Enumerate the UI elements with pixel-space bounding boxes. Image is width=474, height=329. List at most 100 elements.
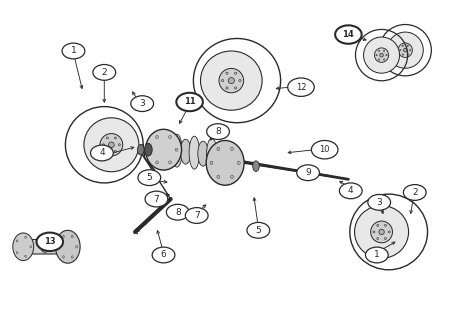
Circle shape [152,247,175,263]
Ellipse shape [398,43,412,57]
Ellipse shape [118,144,120,146]
Ellipse shape [253,161,259,171]
Ellipse shape [378,59,380,60]
Text: 2: 2 [412,188,418,197]
Ellipse shape [109,142,114,147]
Text: 8: 8 [175,208,181,217]
Ellipse shape [155,136,158,139]
Circle shape [138,170,161,186]
Circle shape [131,96,154,112]
Ellipse shape [235,72,237,74]
Ellipse shape [217,147,220,151]
Ellipse shape [221,80,224,82]
Circle shape [185,208,208,223]
Ellipse shape [215,143,226,168]
Ellipse shape [55,230,80,263]
Circle shape [91,145,113,161]
Ellipse shape [114,137,117,139]
Text: 4: 4 [348,186,354,195]
Circle shape [339,183,362,199]
Ellipse shape [407,45,409,46]
Ellipse shape [226,87,228,89]
Text: 1: 1 [71,46,76,56]
Text: 4: 4 [99,148,105,158]
Text: 11: 11 [184,97,195,107]
Ellipse shape [402,45,403,46]
Ellipse shape [84,118,139,172]
Ellipse shape [400,50,401,51]
Ellipse shape [146,129,182,170]
Ellipse shape [189,136,200,169]
Ellipse shape [181,139,191,164]
Text: 5: 5 [255,226,261,235]
Circle shape [247,222,270,238]
Ellipse shape [378,50,380,51]
Ellipse shape [230,147,233,151]
Ellipse shape [106,151,109,153]
Text: 1: 1 [374,250,380,260]
Circle shape [93,64,116,80]
Ellipse shape [58,245,60,248]
Ellipse shape [100,134,123,156]
Ellipse shape [403,48,407,52]
Circle shape [297,165,319,181]
Ellipse shape [410,50,411,51]
Ellipse shape [163,137,173,162]
Ellipse shape [169,161,172,164]
Ellipse shape [373,231,375,233]
Circle shape [365,247,388,263]
Text: 3: 3 [139,99,145,108]
Circle shape [36,233,63,251]
Circle shape [176,93,203,111]
Text: 5: 5 [146,173,152,182]
Text: 8: 8 [215,127,221,136]
Ellipse shape [407,54,409,55]
Ellipse shape [149,148,152,151]
Ellipse shape [145,143,152,156]
Ellipse shape [210,161,213,164]
FancyBboxPatch shape [16,240,74,254]
Circle shape [166,204,189,220]
Ellipse shape [63,235,64,238]
Ellipse shape [377,224,379,226]
Ellipse shape [114,151,117,153]
Ellipse shape [106,137,109,139]
Ellipse shape [63,256,64,258]
Text: 9: 9 [305,168,311,177]
Ellipse shape [206,140,244,185]
Ellipse shape [377,238,379,240]
Text: 7: 7 [194,211,200,220]
Ellipse shape [17,240,18,242]
Ellipse shape [230,175,233,179]
Ellipse shape [30,246,31,248]
Ellipse shape [172,134,182,167]
Ellipse shape [384,238,386,240]
Ellipse shape [237,161,240,164]
Ellipse shape [387,32,423,68]
Ellipse shape [71,235,73,238]
Circle shape [62,43,85,59]
Ellipse shape [17,252,18,254]
Ellipse shape [219,68,244,93]
Ellipse shape [388,231,390,233]
Text: 10: 10 [319,145,330,154]
Circle shape [403,185,426,200]
Ellipse shape [379,229,384,235]
Ellipse shape [226,72,228,74]
Ellipse shape [383,59,385,60]
Ellipse shape [376,55,377,56]
Ellipse shape [355,206,409,258]
Circle shape [207,124,229,139]
Ellipse shape [384,224,386,226]
Ellipse shape [198,141,208,166]
Circle shape [311,140,338,159]
Ellipse shape [217,175,220,179]
Ellipse shape [175,148,178,151]
Ellipse shape [137,144,144,155]
Text: 2: 2 [101,68,107,77]
Ellipse shape [25,255,27,257]
Text: 3: 3 [376,198,382,207]
Ellipse shape [386,55,387,56]
Text: 13: 13 [44,237,55,246]
Ellipse shape [76,245,78,248]
